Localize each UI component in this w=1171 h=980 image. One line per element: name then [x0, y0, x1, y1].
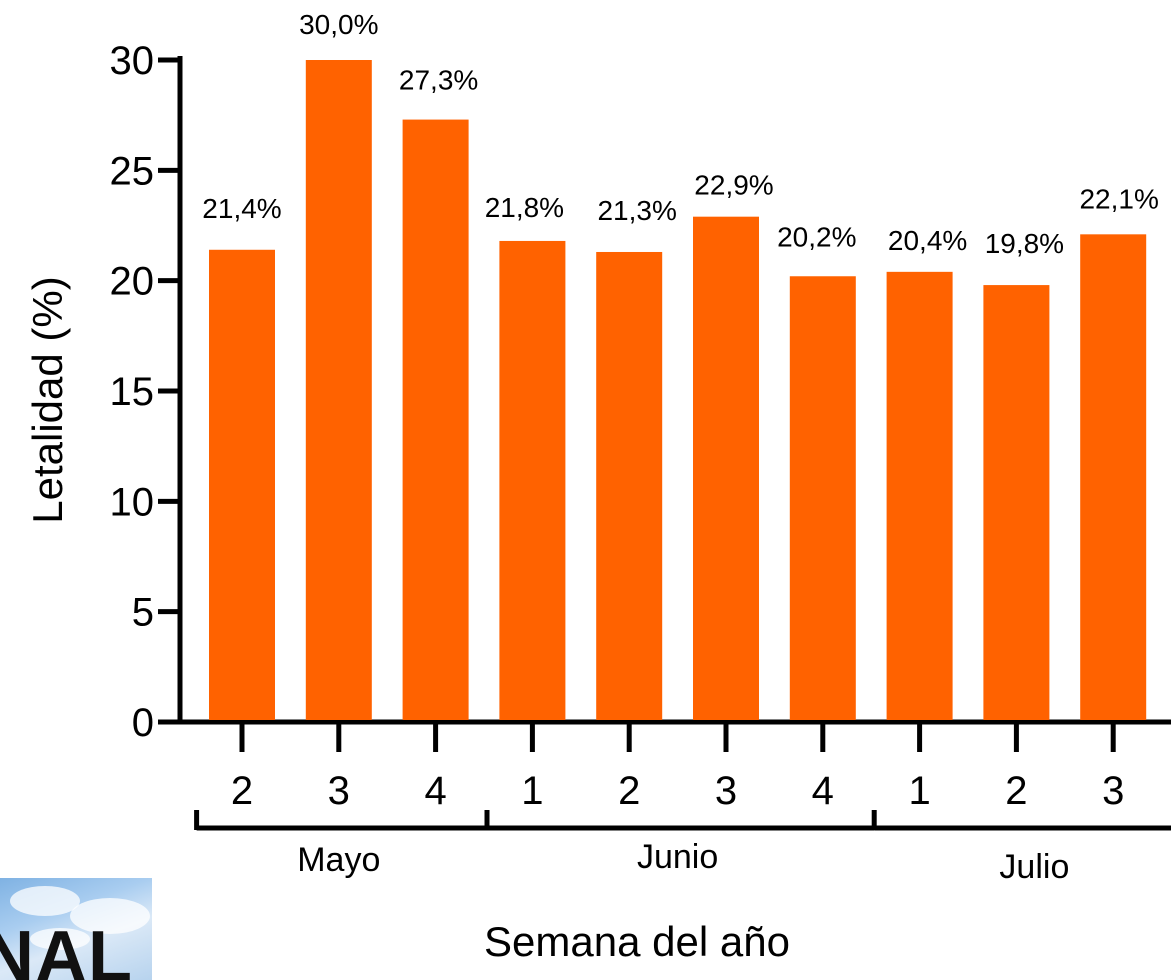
data-label: 19,8% — [985, 228, 1064, 259]
bar — [1080, 234, 1147, 720]
data-label: 30,0% — [299, 9, 378, 40]
logo-image: NAL — [0, 878, 152, 980]
x-tick-label: 1 — [521, 769, 543, 813]
bar — [983, 285, 1050, 720]
y-axis-title: Letalidad (%) — [24, 276, 71, 523]
bar — [305, 60, 372, 720]
data-label: 22,9% — [694, 170, 773, 201]
axes: 0 5 10 15 20 25 30 2 3 4 1 2 3 4 1 2 3 Mayo Junio Julio — [110, 39, 1171, 886]
x-tick-label: 3 — [715, 769, 737, 813]
x-tick-label: 1 — [908, 769, 930, 813]
x-axis-title: Semana del año — [484, 918, 790, 965]
bar — [789, 276, 856, 720]
bars — [209, 60, 1147, 721]
month-label: Mayo — [297, 841, 380, 879]
x-tick-label: 4 — [812, 769, 834, 813]
y-tick-label: 25 — [110, 149, 155, 193]
month-label: Julio — [999, 848, 1069, 886]
bar — [499, 240, 566, 721]
data-label: 21,4% — [202, 193, 281, 224]
bar — [596, 251, 663, 721]
x-tick-label: 3 — [328, 769, 350, 813]
y-tick-label: 15 — [110, 370, 155, 414]
bar — [209, 249, 275, 721]
y-tick-label: 20 — [110, 260, 155, 304]
x-tick-label: 4 — [424, 769, 446, 813]
data-label: 22,1% — [1079, 183, 1158, 214]
month-label: Junio — [637, 838, 718, 876]
x-tick-label: 3 — [1102, 769, 1124, 813]
data-label: 21,3% — [597, 195, 676, 226]
x-tick-label: 2 — [1005, 769, 1027, 813]
data-label: 21,8% — [485, 192, 564, 223]
y-tick-label: 5 — [132, 591, 154, 635]
data-label: 27,3% — [399, 65, 478, 96]
bar — [886, 271, 953, 720]
logo-text: NAL — [0, 917, 133, 980]
data-labels: 21,4% 30,0% 27,3% 21,8% 21,3% 22,9%20,2% 20,4%… — [202, 9, 1159, 259]
x-tick-label: 2 — [618, 769, 640, 813]
x-tick-label: 2 — [231, 769, 253, 813]
data-label: 20,4% — [888, 225, 967, 256]
y-tick-label: 10 — [110, 480, 155, 524]
y-tick-label: 30 — [110, 39, 155, 83]
y-tick-label: 0 — [132, 701, 154, 745]
data-label: 20,2% — [777, 221, 856, 252]
bar — [693, 216, 759, 720]
bar — [402, 119, 469, 720]
